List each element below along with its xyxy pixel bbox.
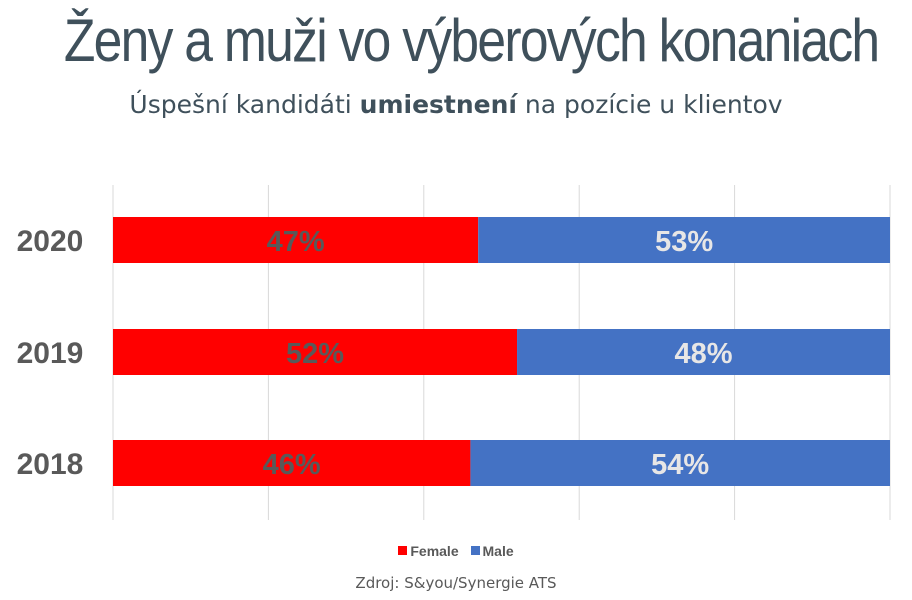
category-label: 2020: [17, 225, 84, 258]
bar-female: [113, 217, 479, 263]
source-note: Zdroj: S&you/Synergie ATS: [355, 574, 557, 592]
page-title: Ženy a muži vo výberových konaniach: [63, 7, 880, 74]
legend-item-female: Female: [398, 542, 459, 559]
data-label: 53%: [655, 226, 713, 258]
data-label: 47%: [267, 226, 325, 258]
legend-label-female: Female: [410, 542, 459, 559]
bar-female: [113, 440, 471, 486]
category-label: 2019: [17, 337, 84, 370]
data-label: 46%: [263, 449, 321, 481]
legend-swatch-female: [398, 546, 408, 555]
data-label: 54%: [651, 449, 709, 481]
bar-male: [478, 217, 890, 263]
chart-legend: Female Male: [0, 542, 912, 559]
page-subtitle: Úspešní kandidáti umiestnení na pozície …: [0, 90, 912, 119]
data-label: 52%: [286, 338, 344, 370]
subtitle-suffix: na pozície u klientov: [516, 90, 783, 119]
legend-item-male: Male: [470, 542, 514, 559]
subtitle-emphasis: umiestnení: [359, 90, 517, 119]
legend-label-male: Male: [482, 542, 514, 559]
bar-female: [113, 329, 518, 375]
data-label: 48%: [674, 338, 732, 370]
legend-swatch-male: [470, 546, 480, 555]
bar-male: [470, 440, 890, 486]
subtitle-prefix: Úspešní kandidáti: [129, 90, 360, 119]
bar-male: [517, 329, 890, 375]
category-label: 2018: [17, 448, 84, 481]
